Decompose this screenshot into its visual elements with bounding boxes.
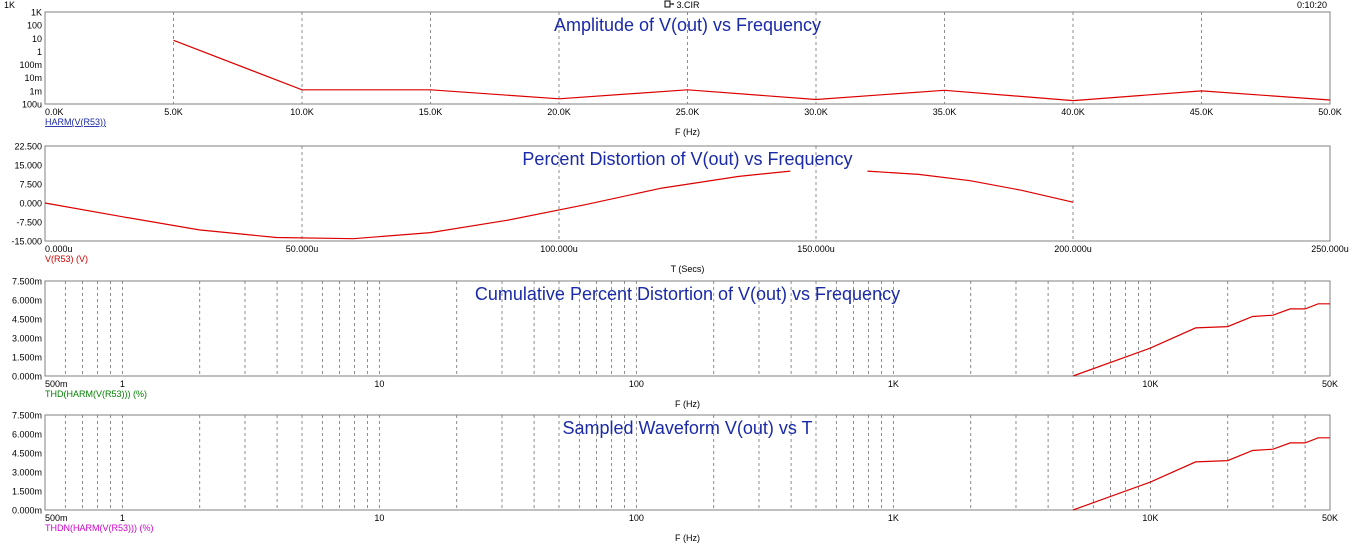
y-tick-label: 15.000 [14, 161, 42, 171]
x-tick-label: 1 [120, 379, 125, 389]
file-info: 3.CIR [664, 0, 700, 10]
x-tick-label: 10 [374, 379, 384, 389]
y-tick-label: 0.000 [19, 199, 42, 209]
y-tick-label: 7.500 [19, 180, 42, 190]
x-tick-label: 50K [1322, 379, 1338, 389]
y-tick-label: -15.000 [11, 237, 42, 247]
y-tick-label: 4.500m [12, 315, 42, 325]
x-tick-label: 25.0K [676, 107, 700, 117]
series-line [1072, 303, 1330, 377]
y-tick-label: 7.500m [12, 411, 42, 421]
chart-title: Cumulative Percent Distortion of V(out) … [475, 284, 900, 304]
trace-legend: V(R53) (V) [45, 254, 88, 264]
x-tick-label: 20.0K [547, 107, 571, 117]
top-axis-label: 1K [4, 0, 16, 10]
y-tick-label: 100m [19, 60, 42, 70]
plot-frame [44, 145, 1331, 242]
plot-frame [44, 280, 1331, 377]
y-tick-label: 3.000m [12, 334, 42, 344]
y-tick-label: 22.500 [14, 142, 42, 152]
x-tick-label: 5.0K [164, 107, 183, 117]
x-axis-title: F (Hz) [675, 399, 700, 409]
chart-title: Percent Distortion of V(out) vs Frequenc… [522, 149, 852, 169]
y-tick-label: 0.000m [12, 372, 42, 382]
x-tick-label: 10K [1142, 379, 1158, 389]
x-tick-label: 50.0K [1318, 107, 1342, 117]
y-tick-label: -7.500 [16, 218, 42, 228]
x-tick-label: 10 [374, 513, 384, 523]
x-tick-label: 100 [629, 379, 644, 389]
x-tick-label: 40.0K [1061, 107, 1085, 117]
x-axis-title: T (Secs) [671, 264, 705, 274]
x-tick-label: 100 [629, 513, 644, 523]
y-tick-label: 10 [32, 34, 42, 44]
x-tick-label: 500m [45, 513, 68, 523]
x-tick-label: 10K [1142, 513, 1158, 523]
x-tick-label: 15.0K [419, 107, 443, 117]
y-tick-label: 1 [37, 47, 42, 57]
chart-title: Sampled Waveform V(out) vs T [562, 418, 812, 438]
trace-legend: HARM(V(R53)) [45, 117, 106, 127]
trace-legend: THDN(HARM(V(R53))) (%) [45, 523, 154, 533]
x-tick-label: 1K [888, 379, 899, 389]
x-tick-label: 45.0K [1190, 107, 1214, 117]
x-tick-label: 0.0K [45, 107, 64, 117]
x-tick-label: 35.0K [933, 107, 957, 117]
file-name: 3.CIR [676, 0, 700, 10]
y-tick-label: 100u [22, 100, 42, 110]
x-tick-label: 500m [45, 379, 68, 389]
trace-legend: THD(HARM(V(R53))) (%) [45, 389, 147, 399]
clock-time: 0:10:20 [1297, 0, 1328, 10]
y-tick-label: 100 [27, 21, 42, 31]
y-tick-label: 4.500m [12, 449, 42, 459]
x-tick-label: 1 [120, 513, 125, 523]
y-tick-label: 10m [24, 73, 42, 83]
window-header: 1K 3.CIR 0:10:20 [0, 0, 1353, 12]
x-tick-label: 200.000u [1054, 244, 1092, 254]
series-line [867, 170, 1074, 203]
y-tick-label: 6.000m [12, 296, 42, 306]
x-tick-label: 100.000u [540, 244, 578, 254]
y-tick-label: 0.000m [12, 506, 42, 516]
x-tick-label: 150.000u [797, 244, 835, 254]
series-line [1072, 437, 1330, 511]
plot-frame [44, 414, 1331, 511]
series-line [44, 170, 791, 240]
x-axis-title: F (Hz) [675, 533, 700, 543]
x-tick-label: 50K [1322, 513, 1338, 523]
x-axis-title: F (Hz) [675, 127, 700, 137]
y-tick-label: 1.500m [12, 353, 42, 363]
y-tick-label: 3.000m [12, 468, 42, 478]
y-tick-label: 1.500m [12, 487, 42, 497]
x-tick-label: 10.0K [290, 107, 314, 117]
series-line [173, 39, 1331, 102]
chart-title: Amplitude of V(out) vs Frequency [554, 15, 821, 35]
circuit-file-icon [664, 0, 674, 8]
y-tick-label: 7.500m [12, 277, 42, 287]
y-tick-label: 6.000m [12, 430, 42, 440]
x-tick-label: 30.0K [804, 107, 828, 117]
x-tick-label: 1K [888, 513, 899, 523]
x-tick-label: 250.000u [1311, 244, 1349, 254]
y-tick-label: 1K [31, 8, 42, 18]
y-tick-label: 1m [29, 86, 42, 96]
x-tick-label: 50.000u [286, 244, 319, 254]
x-tick-label: 0.000u [45, 244, 73, 254]
plot-frame [44, 11, 1331, 105]
